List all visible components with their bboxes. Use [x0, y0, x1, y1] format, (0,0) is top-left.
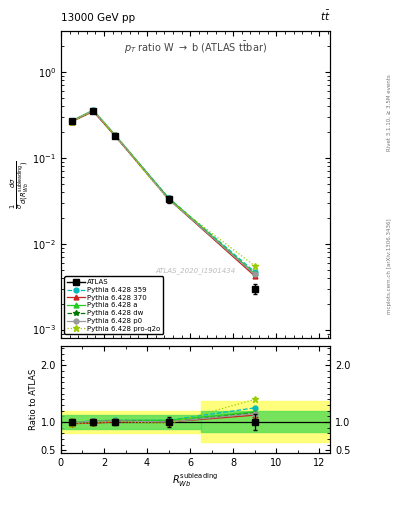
Pythia 6.428 359 — [252, 269, 257, 275]
Text: mcplots.cern.ch [arXiv:1306.3436]: mcplots.cern.ch [arXiv:1306.3436] — [387, 219, 392, 314]
Text: Rivet 3.1.10, ≥ 3.5M events: Rivet 3.1.10, ≥ 3.5M events — [387, 74, 392, 151]
Pythia 6.428 p0 — [252, 271, 257, 278]
Line: Pythia 6.428 a: Pythia 6.428 a — [69, 108, 257, 276]
Pythia 6.428 370 — [166, 196, 171, 202]
Line: Pythia 6.428 359: Pythia 6.428 359 — [69, 108, 257, 274]
X-axis label: $R_{Wb}^{\rm subleading}$: $R_{Wb}^{\rm subleading}$ — [173, 471, 219, 488]
Pythia 6.428 p0 — [91, 108, 95, 114]
Text: $t\bar{t}$: $t\bar{t}$ — [320, 9, 330, 23]
Pythia 6.428 370 — [91, 109, 95, 115]
Text: $p_T$ ratio W $\rightarrow$ b (ATLAS t$\bar{\rm t}$bar): $p_T$ ratio W $\rightarrow$ b (ATLAS t$\… — [124, 40, 267, 56]
Pythia 6.428 359 — [91, 108, 95, 114]
Pythia 6.428 370 — [69, 119, 74, 125]
Pythia 6.428 359 — [166, 195, 171, 201]
Pythia 6.428 pro-q2o — [112, 132, 117, 138]
Pythia 6.428 a — [166, 195, 171, 201]
Pythia 6.428 pro-q2o — [252, 263, 257, 269]
Pythia 6.428 dw — [166, 196, 171, 202]
Line: Pythia 6.428 370: Pythia 6.428 370 — [69, 109, 257, 279]
Pythia 6.428 370 — [252, 273, 257, 279]
Pythia 6.428 359 — [112, 132, 117, 138]
Y-axis label: Ratio to ATLAS: Ratio to ATLAS — [29, 369, 38, 430]
Text: 13000 GeV pp: 13000 GeV pp — [61, 13, 135, 23]
Pythia 6.428 dw — [252, 271, 257, 278]
Pythia 6.428 a — [112, 132, 117, 138]
Line: Pythia 6.428 dw: Pythia 6.428 dw — [69, 109, 257, 276]
Pythia 6.428 pro-q2o — [166, 197, 171, 203]
Pythia 6.428 a — [91, 107, 95, 113]
Pythia 6.428 a — [252, 270, 257, 276]
Pythia 6.428 pro-q2o — [91, 108, 95, 114]
Legend: ATLAS, Pythia 6.428 359, Pythia 6.428 370, Pythia 6.428 a, Pythia 6.428 dw, Pyth: ATLAS, Pythia 6.428 359, Pythia 6.428 37… — [64, 276, 163, 334]
Y-axis label: $\frac{1}{\sigma}\frac{d\sigma}{d(R_{Wb}^{\rm subleading})}$: $\frac{1}{\sigma}\frac{d\sigma}{d(R_{Wb}… — [8, 160, 31, 209]
Pythia 6.428 p0 — [166, 196, 171, 202]
Pythia 6.428 pro-q2o — [69, 119, 74, 125]
Pythia 6.428 dw — [112, 132, 117, 138]
Pythia 6.428 a — [69, 118, 74, 124]
Line: Pythia 6.428 p0: Pythia 6.428 p0 — [69, 108, 257, 276]
Pythia 6.428 p0 — [112, 132, 117, 138]
Pythia 6.428 dw — [69, 118, 74, 124]
Pythia 6.428 359 — [69, 118, 74, 124]
Line: Pythia 6.428 pro-q2o: Pythia 6.428 pro-q2o — [68, 108, 258, 269]
Pythia 6.428 dw — [91, 108, 95, 114]
Pythia 6.428 p0 — [69, 118, 74, 124]
Text: ATLAS_2020_I1901434: ATLAS_2020_I1901434 — [155, 267, 236, 274]
Pythia 6.428 370 — [112, 133, 117, 139]
